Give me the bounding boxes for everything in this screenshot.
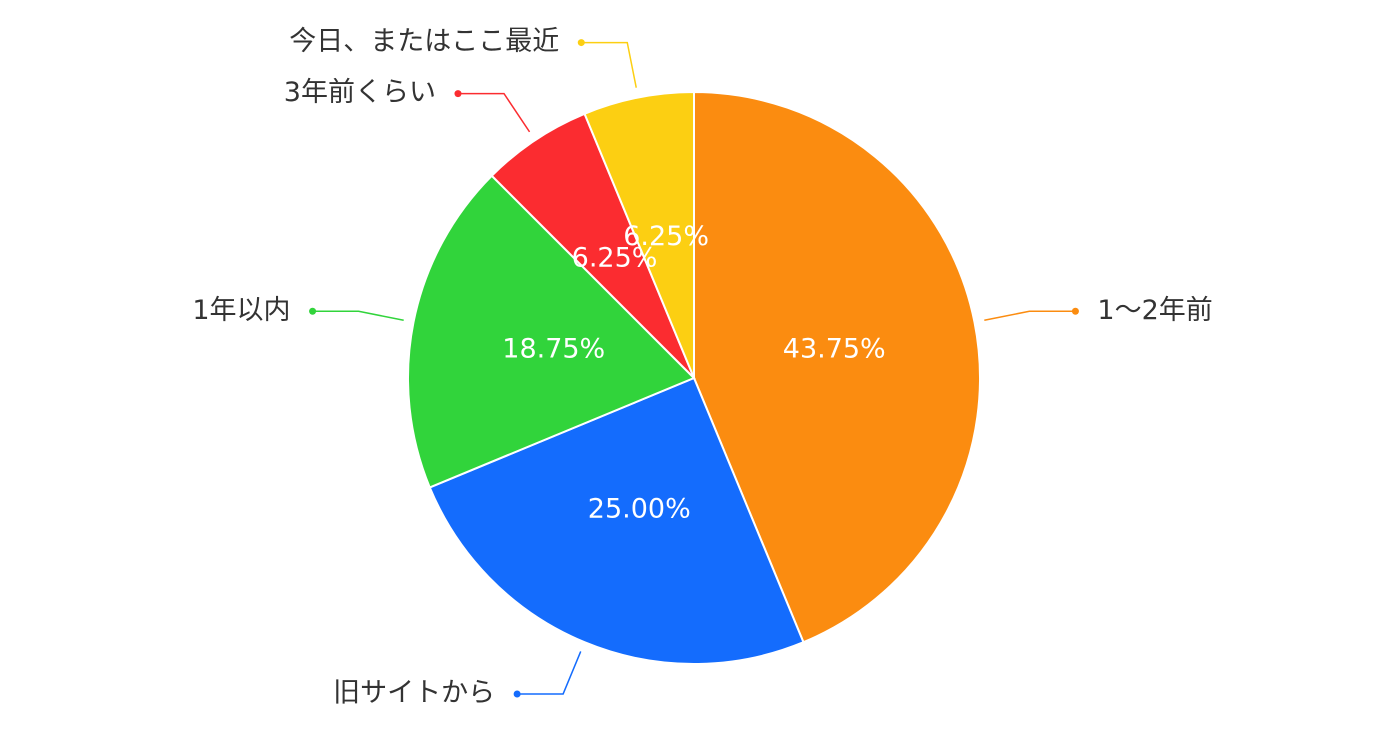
leader-dot (309, 307, 317, 315)
category-label: 今日、またはここ最近 (289, 26, 559, 57)
leader-line (517, 651, 582, 695)
leader-line (312, 310, 404, 321)
leader-line (984, 310, 1076, 321)
leader-line (581, 41, 637, 88)
value-label: 6.25% (623, 221, 709, 252)
category-label: 1年以内 (192, 295, 290, 326)
leader-dot (1071, 307, 1079, 315)
category-label: 1〜2年前 (1097, 295, 1212, 326)
pie-slice (693, 90, 982, 644)
leader-line (457, 92, 531, 133)
value-label: 43.75% (783, 334, 886, 365)
pie-slice (583, 90, 695, 379)
pie-slice (406, 174, 696, 489)
value-label: 6.25% (572, 243, 658, 274)
leader-dot (513, 690, 521, 698)
category-label: 旧サイトから (333, 677, 495, 708)
category-label: 3年前くらい (284, 77, 436, 108)
value-label: 18.75% (502, 334, 605, 365)
value-label: 25.00% (588, 494, 691, 525)
leader-dot (454, 90, 462, 98)
leader-dot (577, 39, 585, 47)
